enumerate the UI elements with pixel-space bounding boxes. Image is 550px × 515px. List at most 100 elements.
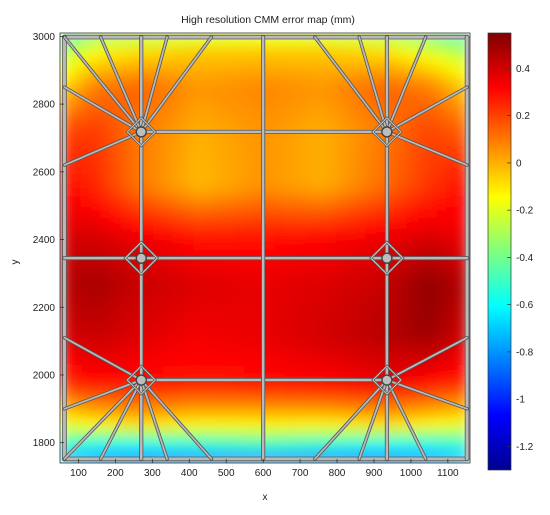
heat-cell <box>193 354 205 366</box>
heat-cell <box>254 322 266 334</box>
heat-cell <box>274 172 286 185</box>
heat-cell <box>233 354 246 366</box>
heat-cell <box>183 204 195 217</box>
y-tick-label: 2400 <box>33 235 56 246</box>
heat-cell <box>81 87 93 100</box>
heat-cell <box>386 300 398 313</box>
heat-cell <box>345 44 358 57</box>
heat-cell <box>325 140 337 153</box>
heat-cell <box>71 140 83 153</box>
heat-cell <box>172 439 185 452</box>
heat-cell <box>437 204 449 217</box>
heat-cell <box>162 98 175 110</box>
heat-cell <box>335 300 347 313</box>
heat-cell <box>447 119 459 132</box>
heat-cell <box>274 268 286 281</box>
heat-cell <box>416 98 429 110</box>
heat-cell <box>274 354 286 366</box>
heat-cell <box>81 450 93 462</box>
heat-cell <box>112 87 124 100</box>
heat-cell <box>325 290 337 302</box>
fixture-beam <box>139 35 169 134</box>
heat-cell <box>426 364 439 377</box>
heat-cell <box>447 290 459 302</box>
heat-cell <box>426 76 439 89</box>
heat-cell <box>91 386 104 398</box>
heat-cell <box>61 258 73 270</box>
heat-cell <box>437 247 449 260</box>
heat-cell <box>81 130 93 142</box>
heat-cell <box>223 364 236 377</box>
heat-cell <box>152 108 165 121</box>
heat-cell <box>172 407 185 420</box>
heat-cell <box>447 236 459 249</box>
heat-cell <box>162 55 175 68</box>
heat-cell <box>152 258 165 270</box>
colorbar-tick-label: -1 <box>516 395 525 406</box>
heat-cell <box>244 76 256 89</box>
fixture-beam <box>62 378 143 461</box>
heat-cell <box>274 55 286 68</box>
heat-cell <box>355 162 368 174</box>
heat-cell <box>457 450 469 462</box>
heat-cell <box>91 66 104 78</box>
heat-cell <box>305 290 317 302</box>
heat-cell <box>437 87 449 100</box>
heat-cell <box>152 300 165 313</box>
heat-cell <box>365 55 378 68</box>
heat-cell <box>335 130 347 142</box>
heat-cell <box>264 354 276 366</box>
heat-cell <box>305 162 317 174</box>
heat-cell <box>345 332 358 345</box>
heat-cell <box>447 204 459 217</box>
heat-cell <box>81 300 93 313</box>
heat-cell <box>376 194 388 206</box>
heat-cell <box>305 119 317 132</box>
heat-cell <box>91 204 104 217</box>
heat-cell <box>264 66 276 78</box>
heat-cell <box>284 119 297 132</box>
heat-cell <box>355 343 368 356</box>
heat-cell <box>193 450 205 462</box>
heat-cell <box>162 247 175 260</box>
heat-cell <box>213 87 225 100</box>
heat-cell <box>213 162 225 174</box>
heat-cell <box>315 194 327 206</box>
heat-cell <box>406 332 418 345</box>
heat-cell <box>183 279 195 292</box>
heat-cell <box>91 226 104 238</box>
heat-cell <box>172 364 185 377</box>
heat-cell <box>213 108 225 121</box>
heat-cell <box>244 98 256 110</box>
fixture-beam <box>385 35 428 134</box>
heat-cell <box>213 76 225 89</box>
heat-cell <box>152 364 165 377</box>
colorbar-tick-label: 0.2 <box>516 111 530 122</box>
heat-cell <box>365 407 378 420</box>
heat-cell <box>335 172 347 185</box>
heat-cell <box>315 87 327 100</box>
heat-cell <box>172 290 185 302</box>
heat-cell <box>376 172 388 185</box>
heat-cell <box>244 258 256 270</box>
heat-cell <box>254 151 266 164</box>
heat-cell <box>203 87 215 100</box>
heat-cell <box>122 44 134 57</box>
heat-cell <box>101 66 114 78</box>
heat-cell <box>406 140 418 153</box>
x-tick-label: 200 <box>107 468 124 479</box>
heat-cell <box>315 258 327 270</box>
x-tick: 600 <box>255 459 272 479</box>
heat-cell <box>315 322 327 334</box>
heat-cell <box>254 386 266 398</box>
heat-cell <box>122 407 134 420</box>
heat-cell <box>386 34 398 46</box>
heat-cell <box>457 130 469 142</box>
heat-cell <box>183 247 195 260</box>
heat-cell <box>183 34 195 46</box>
heat-cell <box>376 268 388 281</box>
heat-cell <box>294 130 307 142</box>
heat-cell <box>335 418 347 430</box>
heat-cell <box>172 311 185 324</box>
heat-cell <box>142 258 154 270</box>
